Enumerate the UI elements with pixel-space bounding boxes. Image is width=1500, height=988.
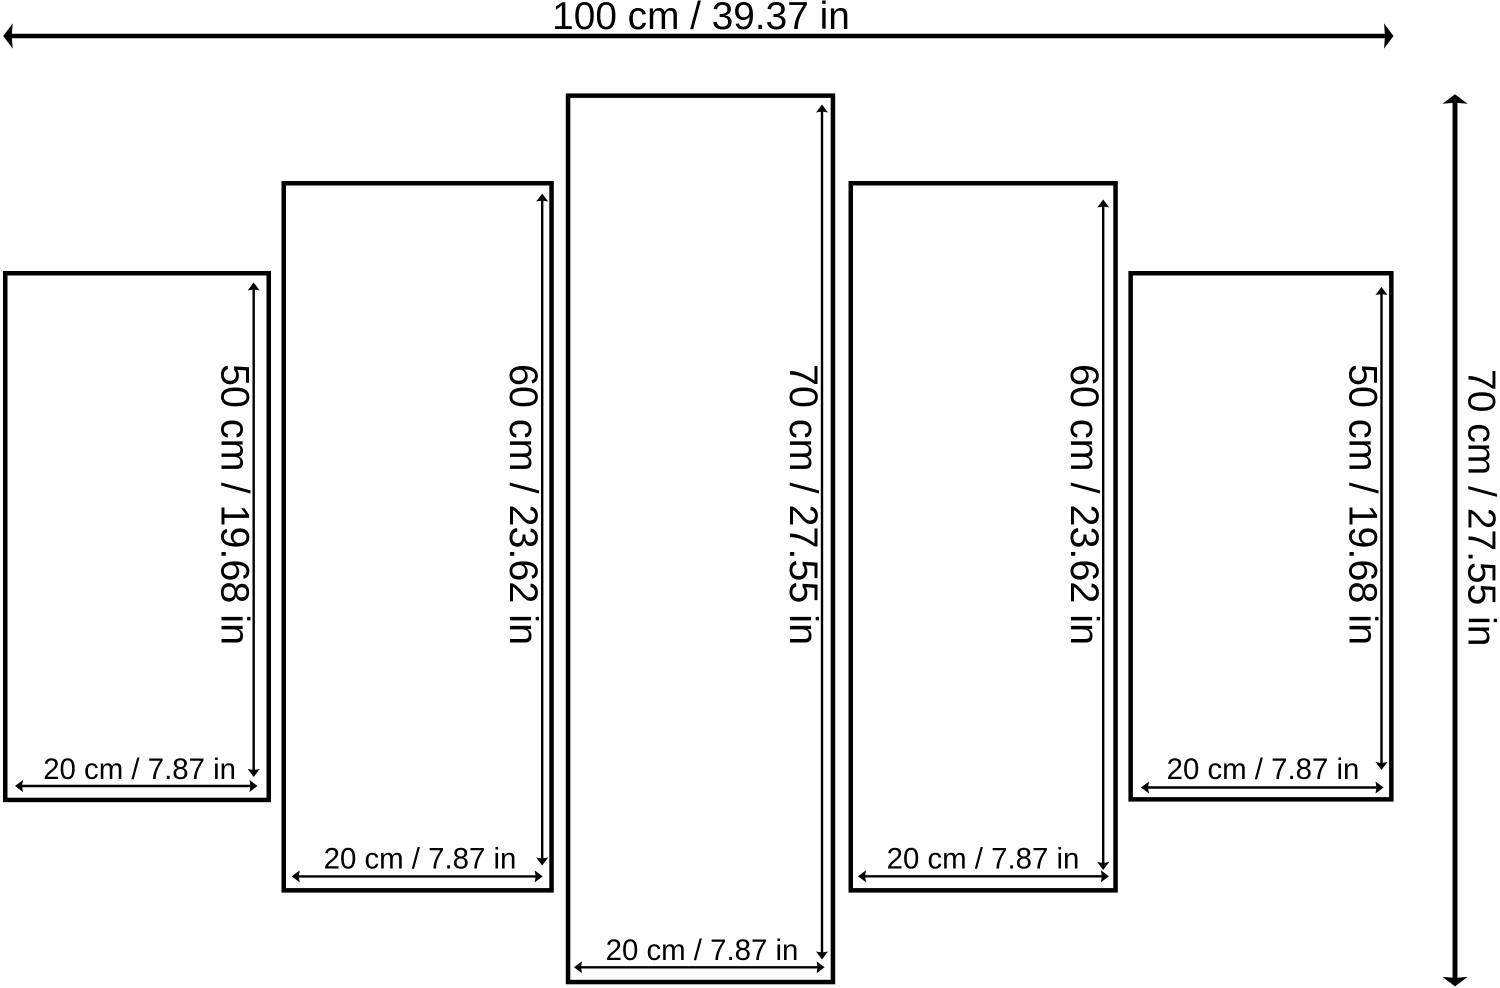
svg-text:20 cm / 7.87 in: 20 cm / 7.87 in bbox=[1167, 753, 1360, 786]
svg-text:20 cm / 7.87 in: 20 cm / 7.87 in bbox=[43, 753, 236, 786]
svg-text:20 cm / 7.87 in: 20 cm / 7.87 in bbox=[324, 843, 517, 876]
svg-text:60 cm / 23.62 in: 60 cm / 23.62 in bbox=[501, 364, 545, 645]
svg-text:60 cm / 23.62 in: 60 cm / 23.62 in bbox=[1062, 364, 1106, 645]
svg-text:20 cm / 7.87 in: 20 cm / 7.87 in bbox=[606, 934, 799, 967]
svg-text:50 cm / 19.68 in: 50 cm / 19.68 in bbox=[213, 364, 257, 645]
svg-text:70 cm / 27.55 in: 70 cm / 27.55 in bbox=[1460, 369, 1500, 647]
svg-text:70 cm / 27.55 in: 70 cm / 27.55 in bbox=[781, 364, 825, 645]
svg-text:20 cm / 7.87 in: 20 cm / 7.87 in bbox=[887, 843, 1080, 876]
svg-text:100 cm / 39.37 in: 100 cm / 39.37 in bbox=[552, 0, 850, 38]
svg-text:50 cm / 19.68 in: 50 cm / 19.68 in bbox=[1341, 364, 1385, 645]
